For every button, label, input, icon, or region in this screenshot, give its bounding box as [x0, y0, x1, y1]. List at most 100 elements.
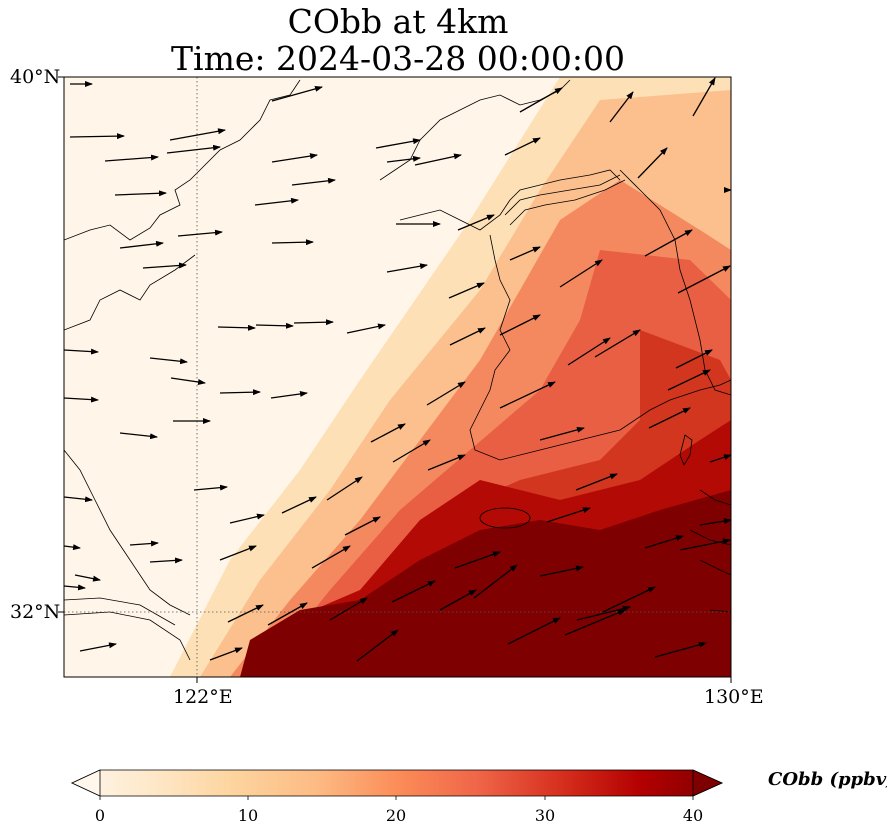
wind-arrow: [169, 128, 226, 141]
wind-arrow: [64, 348, 99, 355]
wind-arrow: [654, 641, 707, 658]
lat-tick-label-40: 40°N: [10, 66, 61, 88]
wind-arrow: [74, 574, 101, 582]
wind-arrow: [448, 282, 485, 299]
wind-arrow: [692, 77, 716, 117]
wind-arrow: [637, 147, 668, 179]
wind-arrow: [454, 551, 501, 569]
wind-arrow: [509, 246, 541, 261]
wind-arrow: [119, 432, 158, 440]
cobb-concentration-field: [64, 77, 731, 677]
wind-arrow: [270, 390, 308, 399]
wind-arrow: [439, 589, 477, 611]
wind-arrow: [142, 262, 187, 269]
wind-arrow: [254, 197, 299, 206]
wind-arrow: [391, 580, 436, 603]
wind-arrow: [227, 604, 264, 623]
wind-arrow: [291, 177, 336, 186]
wind-arrow: [648, 407, 691, 429]
wind-arrow: [356, 629, 399, 662]
colorbar-tick-0: 0: [94, 806, 106, 825]
wind-arrow: [594, 329, 641, 358]
wind-arrow: [567, 337, 611, 366]
wind-arrow: [170, 377, 206, 385]
wind-arrow: [546, 507, 591, 523]
wind-arrow: [457, 214, 495, 231]
lon-tick-label-130: 130°E: [704, 686, 764, 708]
wind-arrow: [699, 518, 731, 526]
wind-arrow: [149, 557, 183, 564]
wind-arrow: [255, 322, 294, 329]
wind-arrow: [166, 144, 221, 154]
colorbar-tick-20: 20: [385, 806, 407, 825]
wind-arrow: [602, 586, 656, 613]
map-title: CObb at 4km: [287, 2, 509, 41]
lon-tick-label-122: 122°E: [173, 686, 233, 708]
colorbar-tick-40: 40: [682, 806, 704, 825]
wind-arrow: [119, 240, 164, 249]
map-subtitle-time: Time: 2024-03-28 00:00:00: [171, 39, 625, 78]
wind-arrow: [104, 154, 159, 162]
wind-arrow: [281, 496, 317, 514]
wind-arrow: [149, 357, 188, 365]
wind-arrow: [386, 155, 421, 163]
wind-arrow: [507, 617, 561, 645]
wind-arrow: [64, 544, 81, 551]
wind-arrow: [644, 229, 693, 257]
wind-arrow: [473, 564, 518, 599]
wind-arrow: [267, 602, 308, 626]
wind-arrow: [426, 381, 466, 406]
wind-arrow: [576, 605, 631, 621]
wind-arrow: [679, 538, 731, 551]
wind-arrow: [644, 535, 684, 549]
wind-arrow: [271, 85, 323, 102]
wind-arrow: [667, 369, 711, 391]
wind-arrow: [609, 91, 634, 123]
wind-arrow: [559, 259, 603, 288]
wind-arrow: [229, 513, 265, 524]
colorbar-tick-10: 10: [237, 806, 259, 825]
wind-arrow: [414, 153, 462, 166]
wind-arrow: [114, 190, 167, 197]
wind-arrow: [177, 229, 223, 237]
wind-arrow: [64, 396, 99, 403]
wind-arrow: [575, 473, 618, 491]
wind-arrow: [504, 137, 541, 156]
wind-arrow: [392, 439, 431, 463]
wind-arrow: [329, 597, 368, 621]
wind-arrow: [219, 389, 261, 396]
wind-arrow: [539, 565, 584, 577]
wind-arrow: [209, 647, 243, 661]
wind-arrow: [217, 324, 256, 331]
wind-arrow: [709, 454, 731, 463]
wind-arrow: [386, 263, 428, 273]
wind-arrow: [129, 540, 159, 547]
wind-arrow: [293, 319, 334, 326]
wind-arrow: [271, 153, 318, 163]
wind-arrow: [370, 423, 406, 443]
wind-arrow: [79, 642, 117, 652]
wind-arrow: [219, 545, 257, 561]
wind-arrow: [271, 239, 314, 246]
wind-arrow: [346, 323, 386, 334]
wind-arrow: [499, 381, 556, 409]
wind-arrow: [64, 496, 93, 503]
wind-arrow: [375, 138, 421, 149]
wind-arrow: [326, 476, 363, 501]
wind-arrow: [519, 87, 563, 113]
wind-arrow: [64, 584, 86, 591]
colorbar-label: CObb (ppbv): [768, 769, 887, 790]
wind-arrow: [499, 314, 541, 336]
wind-arrow: [193, 484, 228, 491]
colorbar: [71, 769, 723, 800]
wind-arrow: [427, 454, 466, 471]
wind-arrow: [344, 516, 381, 536]
wind-arrow: [539, 426, 585, 441]
wind-arrow: [449, 327, 486, 346]
wind-arrow: [564, 609, 626, 636]
gridlines: [64, 77, 731, 677]
wind-arrow: [677, 265, 731, 294]
map-frame: [63, 76, 732, 678]
colorbar-tick-30: 30: [534, 806, 556, 825]
